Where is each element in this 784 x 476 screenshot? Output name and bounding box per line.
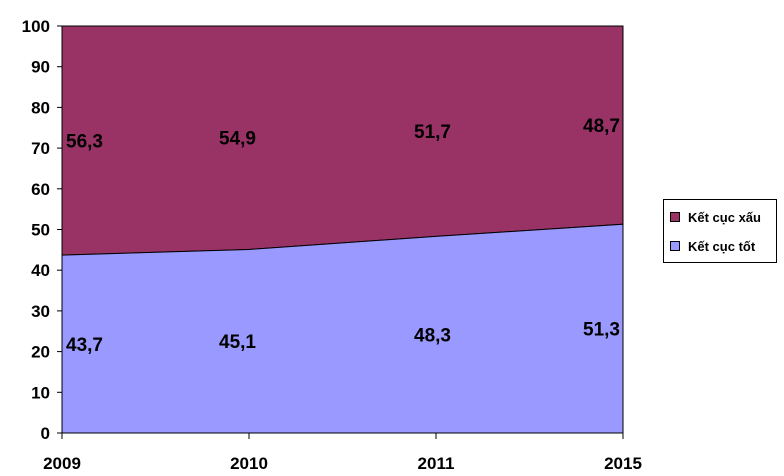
y-tick-label: 30 [31, 302, 50, 321]
x-tick-label: 2015 [604, 454, 642, 473]
legend-label-bad-outcome: Kết cục xấu [688, 209, 761, 225]
y-tick-label: 80 [31, 98, 50, 117]
y-tick-label: 70 [31, 139, 50, 158]
data-label: 48,3 [414, 326, 451, 347]
legend-label-good-outcome: Kết cục tốt [688, 238, 756, 254]
y-tick-label: 90 [31, 58, 50, 77]
y-tick-label: 40 [31, 261, 50, 280]
y-tick-label: 60 [31, 180, 50, 199]
data-label: 54,9 [219, 129, 256, 150]
x-tick-label: 2011 [418, 454, 455, 473]
x-tick-label: 2009 [43, 454, 81, 473]
area-bad-outcome [61, 25, 624, 256]
data-label: 51,7 [414, 122, 451, 143]
y-tick-label: 100 [22, 17, 50, 36]
legend-swatch-good-outcome [670, 241, 680, 251]
y-tick-label: 20 [31, 343, 50, 362]
data-label: 45,1 [219, 332, 256, 353]
area-good-outcome [61, 223, 624, 434]
x-tick-label: 2010 [230, 454, 268, 473]
data-label: 51,3 [583, 320, 620, 341]
y-tick-label: 0 [41, 424, 50, 443]
legend-item-good-outcome: Kết cục tốt [670, 237, 755, 255]
legend-item-bad-outcome: Kết cục xấu [670, 208, 761, 226]
y-tick-label: 50 [31, 221, 50, 240]
data-label: 48,7 [583, 116, 620, 137]
data-label: 43,7 [66, 335, 103, 356]
legend: Kết cục xấu Kết cục tốt [663, 199, 777, 263]
data-label: 56,3 [66, 132, 103, 153]
legend-swatch-bad-outcome [670, 212, 680, 222]
y-tick-label: 10 [31, 383, 50, 402]
